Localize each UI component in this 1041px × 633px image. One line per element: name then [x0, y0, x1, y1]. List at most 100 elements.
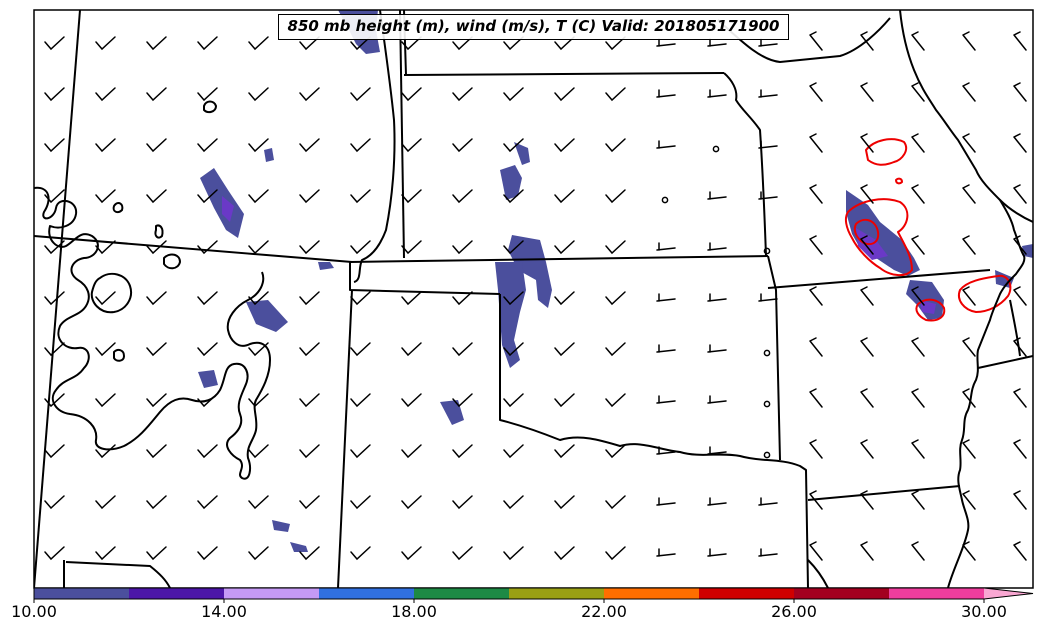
- wind-barb: [401, 495, 422, 510]
- map-title: 850 mb height (m), wind (m/s), T (C) Val…: [278, 14, 789, 40]
- wind-barb: [197, 87, 218, 102]
- boundary-la-texas: [807, 559, 829, 588]
- wind-barb: [554, 189, 575, 204]
- temp-contour-center: [844, 198, 913, 276]
- fill-region-nm-6: [264, 148, 274, 162]
- wind-barb: [554, 36, 575, 51]
- wind-calm-circle: [763, 247, 771, 255]
- wind-barb: [299, 240, 320, 255]
- wind-barb: [605, 393, 626, 408]
- wind-barb: [146, 393, 167, 408]
- wind-barb: [758, 293, 778, 302]
- wind-barb: [605, 495, 626, 510]
- wind-barb: [707, 497, 727, 506]
- wind-barb: [401, 342, 422, 357]
- boundary-nm-west: [337, 289, 353, 588]
- wind-barb: [707, 446, 727, 455]
- wind-barb: [758, 497, 778, 506]
- wind-barb: [758, 38, 778, 47]
- wind-barb: [44, 546, 65, 561]
- wind-barb: [911, 388, 925, 408]
- wind-barb: [962, 388, 976, 408]
- wind-barb: [44, 291, 65, 306]
- wind-barb: [44, 189, 65, 204]
- wind-barb: [452, 87, 473, 102]
- height-contour-small-5: [112, 202, 124, 214]
- boundary-tn-ms: [977, 355, 1033, 369]
- wind-barb: [44, 36, 65, 51]
- wind-barb: [248, 495, 269, 510]
- boundary-ne-ks: [403, 72, 725, 76]
- wind-barb: [1013, 286, 1027, 306]
- wind-barb: [911, 337, 925, 357]
- boundary-ok-ar: [767, 255, 781, 461]
- boundary-ok-panhandle-top: [349, 262, 501, 295]
- wind-barb: [962, 337, 976, 357]
- fill-region-nm-5: [290, 542, 308, 552]
- wind-barb: [860, 439, 874, 459]
- wind-barb: [1013, 82, 1027, 102]
- wind-barb: [554, 138, 575, 153]
- wind-barb: [44, 444, 65, 459]
- wind-barb: [809, 541, 823, 561]
- wind-barb: [146, 189, 167, 204]
- wind-barb: [197, 444, 218, 459]
- fill-region-east-2: [1022, 244, 1033, 258]
- temp-contour-south: [915, 298, 946, 322]
- wind-barb: [605, 291, 626, 306]
- wind-barb: [95, 546, 116, 561]
- wind-barb: [95, 240, 116, 255]
- wind-barb: [656, 395, 676, 404]
- colorbar-segment: [604, 588, 699, 599]
- wind-barb: [197, 36, 218, 51]
- wind-barb: [809, 235, 823, 255]
- wind-barb: [656, 497, 676, 506]
- fill-region-missouri: [846, 190, 920, 276]
- wind-barb: [197, 291, 218, 306]
- wind-barb: [401, 138, 422, 153]
- wind-barb: [860, 235, 874, 255]
- wind-barb: [503, 342, 524, 357]
- wind-barb: [95, 444, 116, 459]
- wind-barb: [707, 191, 727, 200]
- fill-region-oklahoma-blob: [440, 400, 464, 425]
- temperature-contours: [844, 138, 1012, 322]
- wind-barb: [656, 344, 676, 353]
- wind-barb: [350, 189, 371, 204]
- wind-barb: [656, 140, 676, 149]
- wind-barb: [911, 541, 925, 561]
- wind-barb: [809, 31, 823, 51]
- wind-barb: [911, 235, 925, 255]
- wind-barb: [452, 444, 473, 459]
- wind-barb: [248, 138, 269, 153]
- wind-barb: [197, 240, 218, 255]
- wind-calm-circle: [763, 400, 771, 408]
- wind-barb: [146, 87, 167, 102]
- wind-barb: [860, 490, 874, 510]
- colorbar-tick-label: 30.00: [961, 602, 1007, 621]
- colorbar-segment: [224, 588, 319, 599]
- wind-barb: [656, 293, 676, 302]
- wind-barb: [962, 286, 976, 306]
- wind-barb: [656, 446, 676, 455]
- wind-barb: [656, 548, 676, 557]
- wind-barb: [1013, 490, 1027, 510]
- wind-barb: [605, 87, 626, 102]
- wind-barb: [503, 546, 524, 561]
- wind-barb: [299, 138, 320, 153]
- wind-barb: [350, 240, 371, 255]
- wind-barb: [197, 495, 218, 510]
- wind-barb: [95, 393, 116, 408]
- wind-barb: [95, 495, 116, 510]
- wind-barb: [962, 541, 976, 561]
- wind-barb: [962, 133, 976, 153]
- wind-barb: [1013, 439, 1027, 459]
- wind-barb: [809, 490, 823, 510]
- boundary-co-south: [34, 235, 353, 263]
- wind-barb: [605, 189, 626, 204]
- boundary-co-ks: [399, 10, 405, 259]
- wind-barb: [146, 291, 167, 306]
- wind-barb: [350, 87, 371, 102]
- wind-barb: [503, 291, 524, 306]
- wind-barb: [146, 444, 167, 459]
